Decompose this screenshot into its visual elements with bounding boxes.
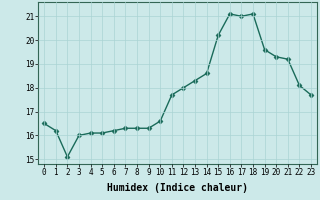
X-axis label: Humidex (Indice chaleur): Humidex (Indice chaleur) [107, 183, 248, 193]
